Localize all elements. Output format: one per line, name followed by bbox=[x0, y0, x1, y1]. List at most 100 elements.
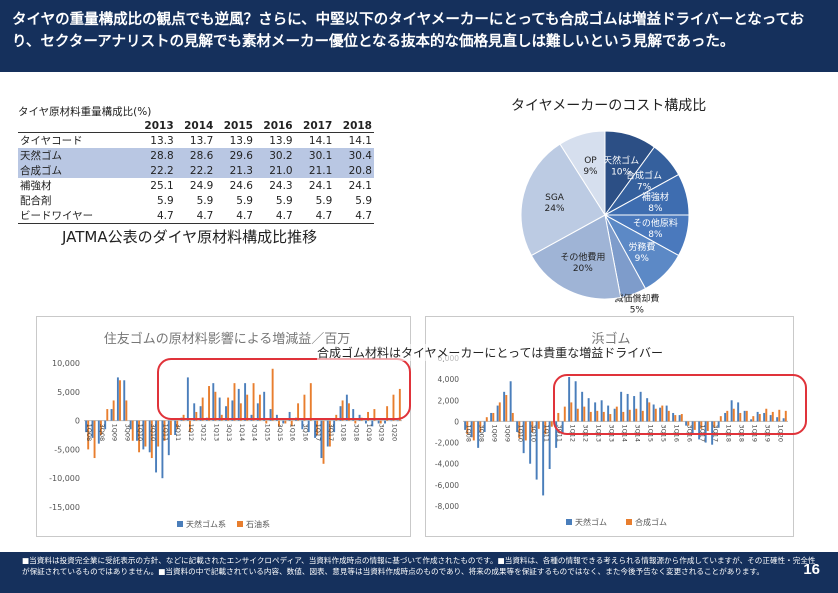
bar bbox=[326, 420, 329, 447]
bar bbox=[256, 403, 259, 421]
bar bbox=[169, 420, 172, 435]
bar bbox=[498, 402, 501, 422]
bar bbox=[470, 421, 473, 438]
bar bbox=[479, 421, 482, 432]
table-year-2014: 2014 bbox=[175, 119, 216, 134]
bar bbox=[609, 414, 612, 422]
bar bbox=[218, 397, 221, 421]
table-cell: 24.1 bbox=[308, 179, 333, 192]
legend-swatch bbox=[626, 519, 632, 525]
x-tick-label: 1Q11 bbox=[162, 424, 170, 442]
bar bbox=[186, 377, 189, 421]
bar bbox=[574, 381, 577, 422]
bar bbox=[544, 421, 547, 435]
bar bbox=[613, 408, 616, 422]
bar bbox=[782, 418, 785, 422]
bar bbox=[195, 411, 198, 421]
bar bbox=[301, 420, 304, 430]
bar bbox=[730, 400, 733, 422]
y-tick-label: -15,000 bbox=[49, 503, 80, 512]
bar bbox=[358, 414, 361, 421]
pie-slice bbox=[530, 214, 622, 300]
row-label: 配合剤 bbox=[20, 195, 52, 208]
bar bbox=[693, 421, 696, 430]
bar bbox=[602, 411, 605, 422]
bar bbox=[477, 421, 480, 448]
x-tick-label: 3Q15 bbox=[276, 424, 284, 442]
bar bbox=[392, 394, 395, 421]
pie-value-label: 5% bbox=[630, 305, 645, 315]
sumitomo-rubber-chart-panel: 住友ゴムの原材料影響による増減益／百万 10,000 5,000 0 -5,000 -10… bbox=[36, 316, 411, 537]
y-tick-label: 0 bbox=[75, 417, 80, 426]
highlight-box-sumitomo bbox=[157, 358, 411, 420]
bar bbox=[492, 412, 495, 422]
bar bbox=[144, 420, 147, 447]
table-cell: 4.7 bbox=[175, 208, 216, 225]
bar bbox=[148, 420, 151, 453]
bar bbox=[97, 420, 100, 444]
table-cell: 21.1 bbox=[294, 163, 335, 179]
x-tick-label: 1Q13 bbox=[212, 424, 220, 442]
table-cell: 4.7 bbox=[254, 208, 295, 225]
bar bbox=[371, 420, 374, 427]
table-year-2018: 2018 bbox=[334, 119, 374, 134]
x-tick-label: 3Q18 bbox=[352, 424, 360, 442]
table-row: 合成ゴム 22.2 22.2 21.3 21.0 21.1 20.8 bbox=[18, 163, 374, 179]
y-tick-label: -5,000 bbox=[54, 445, 80, 454]
bar bbox=[607, 405, 610, 422]
x-tick-label: 1Q08 bbox=[85, 424, 93, 442]
bar bbox=[737, 402, 740, 422]
bar bbox=[648, 402, 651, 422]
bar bbox=[739, 412, 742, 422]
x-tick-label: 1Q17 bbox=[314, 424, 322, 442]
bar bbox=[678, 415, 681, 422]
bar bbox=[199, 406, 202, 421]
bar bbox=[570, 402, 573, 422]
bar bbox=[174, 420, 177, 435]
legend-label: 合成ゴム bbox=[635, 517, 667, 527]
table-cell: 28.6 bbox=[175, 148, 216, 164]
bar bbox=[138, 420, 141, 453]
disclaimer-footer: ■当資料は投資完全業に受託表示の方針、などに記載されたエンサイクロペディア、当資… bbox=[0, 552, 838, 593]
bar bbox=[719, 416, 722, 422]
bar bbox=[628, 409, 631, 422]
header-line-2: り、セクターアナリストの見解でも素材メーカー優位となる抜本的な価格見直しは難しい… bbox=[12, 34, 735, 50]
x-tick-label: 1Q10 bbox=[516, 424, 524, 442]
pie-label: その他費用 bbox=[560, 251, 605, 263]
bar bbox=[220, 414, 223, 421]
table-cell: 25.1 bbox=[150, 179, 174, 192]
pie-label: OP bbox=[584, 156, 597, 166]
table-cell: 24.9 bbox=[189, 179, 214, 192]
bar bbox=[732, 408, 735, 422]
bar bbox=[288, 411, 291, 421]
x-tick-label: 1Q14 bbox=[238, 424, 246, 442]
sumitomo-rubber-bar-chart: 住友ゴムの原材料影響による増減益／百万 10,000 5,000 0 -5,000 -10… bbox=[49, 331, 402, 529]
legend-label: 天然ゴム系 bbox=[186, 519, 226, 529]
bar bbox=[309, 383, 312, 421]
row-label: 合成ゴム bbox=[18, 163, 136, 179]
bar bbox=[352, 409, 355, 421]
table-cell: 5.9 bbox=[315, 194, 333, 207]
bar bbox=[307, 420, 310, 433]
table-row: タイヤコード 13.3 13.7 13.9 13.9 14.1 14.1 bbox=[18, 133, 374, 149]
bar bbox=[713, 421, 716, 428]
bar bbox=[633, 396, 636, 422]
row-label: ビードワイヤー bbox=[18, 208, 136, 225]
bar bbox=[129, 420, 132, 430]
bar bbox=[576, 408, 579, 422]
bar bbox=[339, 406, 342, 421]
bar bbox=[390, 420, 393, 422]
table-cell: 20.8 bbox=[334, 163, 374, 179]
bar bbox=[314, 420, 317, 438]
bar bbox=[531, 421, 534, 432]
bar bbox=[231, 400, 234, 421]
x-tick-label: 1Q16 bbox=[289, 424, 297, 442]
bar bbox=[258, 394, 261, 421]
bar bbox=[464, 421, 467, 430]
bar bbox=[654, 408, 657, 422]
bar bbox=[163, 420, 166, 441]
bar bbox=[724, 412, 727, 422]
table-year-2016: 2016 bbox=[254, 119, 295, 134]
pie-label: 天然ゴム bbox=[603, 154, 639, 166]
table-cell: 14.1 bbox=[348, 134, 372, 147]
